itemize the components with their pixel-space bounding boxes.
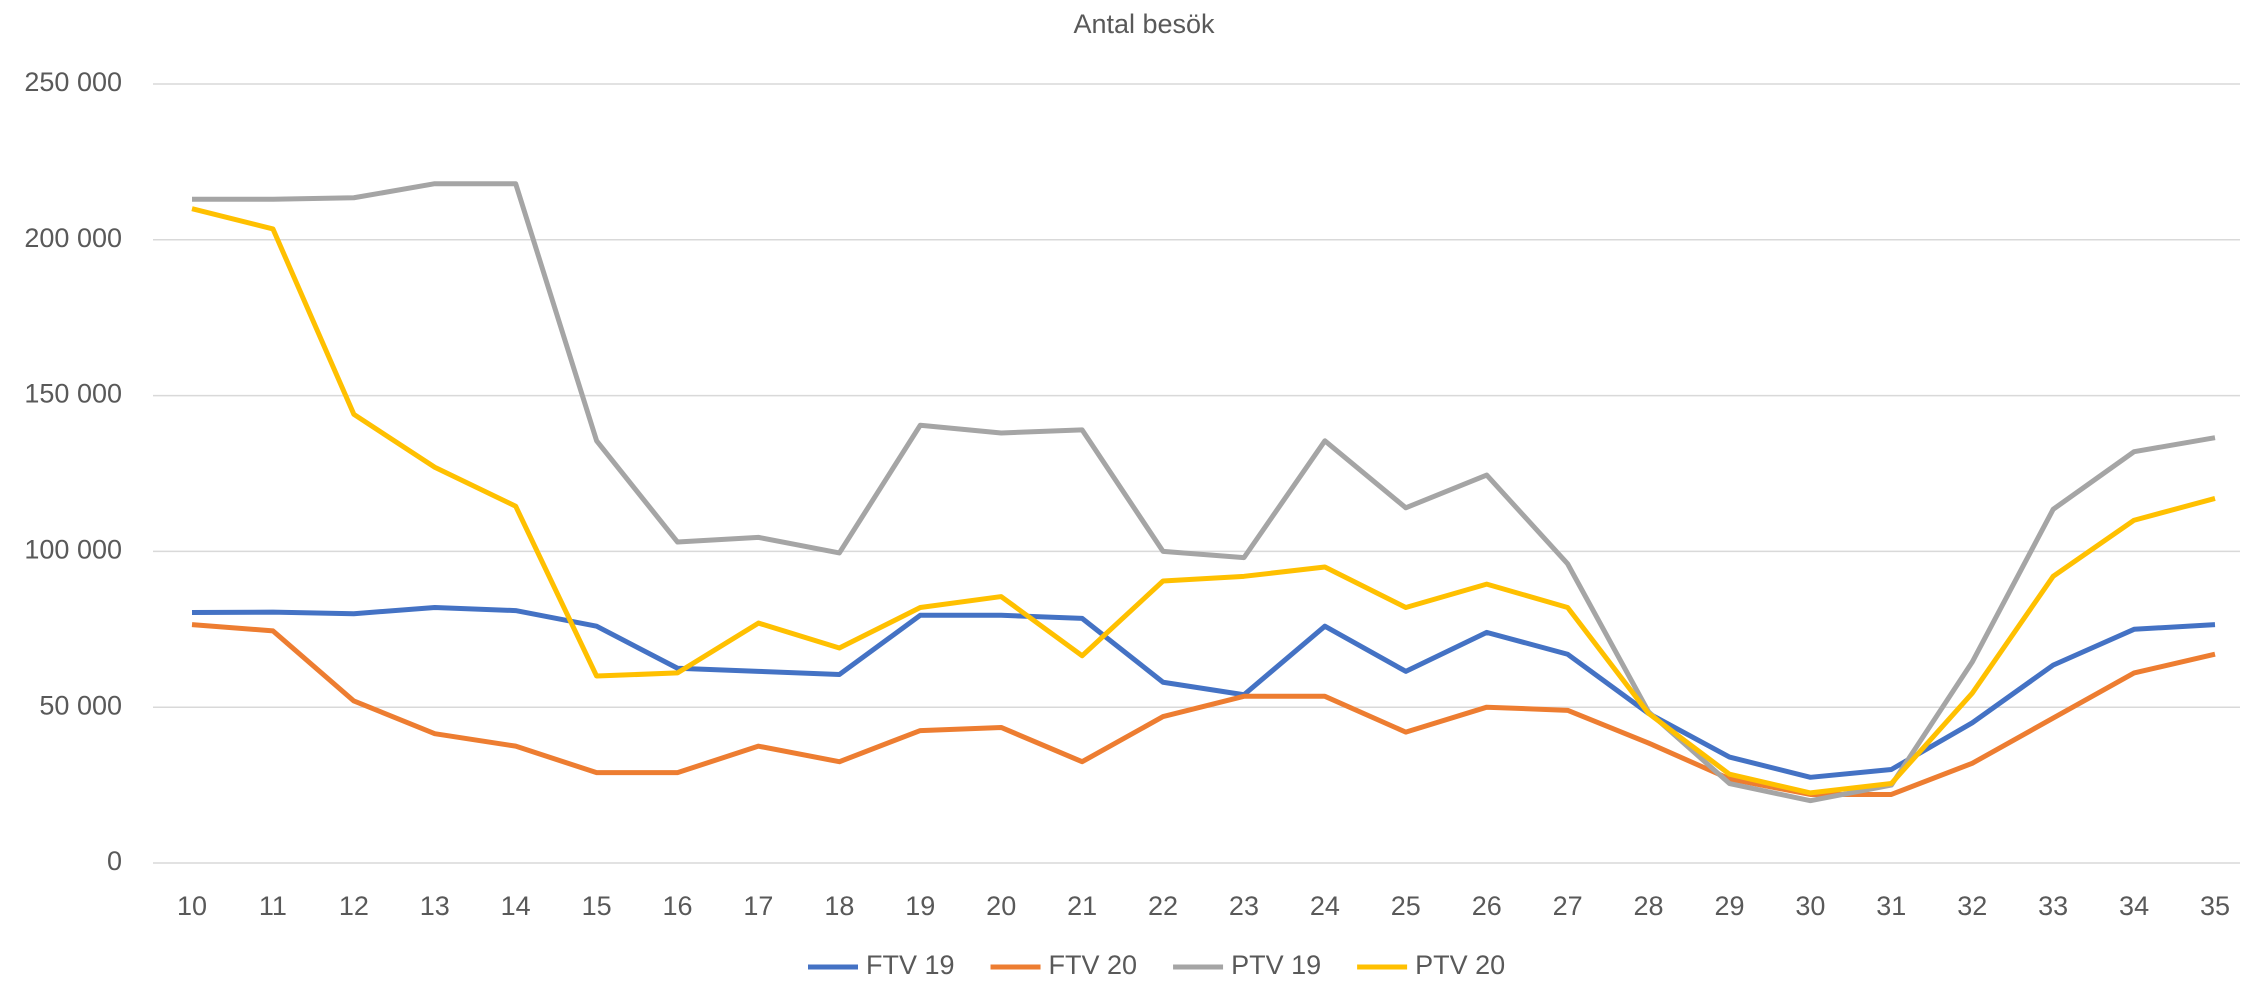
x-tick-label: 20 [986, 891, 1016, 921]
x-tick-label: 34 [2119, 891, 2149, 921]
x-tick-label: 26 [1472, 891, 1502, 921]
y-tick-label: 100 000 [24, 535, 122, 565]
line-series [191, 604, 2216, 780]
x-tick-label: 25 [1391, 891, 1421, 921]
x-tick-label: 29 [1714, 891, 1744, 921]
x-tick-label: 15 [582, 891, 612, 921]
y-tick-label: 250 000 [24, 67, 122, 97]
y-tick-label: 200 000 [24, 223, 122, 253]
x-tick-label: 27 [1553, 891, 1583, 921]
y-tick-label: 150 000 [24, 379, 122, 409]
x-tick-label: 16 [662, 891, 692, 921]
y-tick-label: 0 [107, 846, 122, 876]
x-tick-label: 21 [1067, 891, 1097, 921]
legend-label: FTV 20 [1049, 950, 1138, 980]
x-tick-label: 28 [1634, 891, 1664, 921]
legend-label: PTV 20 [1415, 950, 1505, 980]
chart-title: Antal besök [1073, 9, 1215, 39]
x-tick-label: 31 [1876, 891, 1906, 921]
legend-label: PTV 19 [1231, 950, 1321, 980]
x-tick-label: 18 [824, 891, 854, 921]
x-tick-label: 23 [1229, 891, 1259, 921]
y-tick-label: 50 000 [39, 690, 122, 720]
x-tick-label: 24 [1310, 891, 1340, 921]
x-tick-label: 11 [259, 891, 287, 921]
x-tick-label: 17 [743, 891, 773, 921]
line-series [192, 181, 2216, 804]
x-tick-label: 12 [339, 891, 369, 921]
x-tick-label: 32 [1957, 891, 1987, 921]
x-tick-label: 19 [905, 891, 935, 921]
line-series [191, 622, 2216, 797]
x-tick-label: 14 [501, 891, 531, 921]
line-series [191, 206, 2216, 796]
x-tick-label: 13 [420, 891, 450, 921]
x-tick-label: 10 [177, 891, 207, 921]
x-tick-label: 22 [1148, 891, 1178, 921]
legend-label: FTV 19 [866, 950, 955, 980]
x-tick-label: 30 [1795, 891, 1825, 921]
x-tick-label: 35 [2200, 891, 2230, 921]
x-tick-label: 33 [2038, 891, 2068, 921]
